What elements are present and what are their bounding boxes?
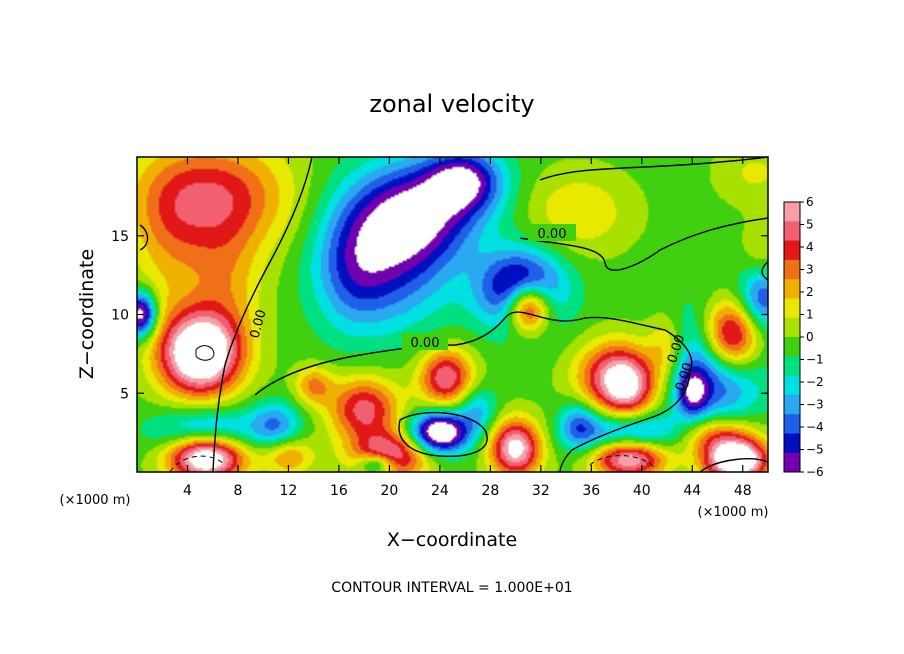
colorbar-swatch <box>784 240 800 261</box>
contour-line <box>169 455 226 472</box>
x-tick-label: 44 <box>683 483 701 499</box>
y-axis-label: Z−coordinate <box>76 249 98 379</box>
contour-label: 0.00 <box>248 308 270 340</box>
contour-line <box>519 217 768 271</box>
negative-contours <box>169 455 656 472</box>
x-tick-label: 20 <box>380 483 398 499</box>
colorbar-swatch <box>784 279 800 299</box>
colorbar-tick-label: −1 <box>806 353 824 367</box>
x-tick-label: 16 <box>330 483 348 499</box>
contour-line <box>398 411 488 457</box>
x-axis-ticks: 4 8 12 16 20 24 28 32 36 40 44 48 <box>183 157 752 499</box>
contour-line <box>761 261 768 281</box>
contour-label: 0.00 <box>411 336 440 351</box>
contour-line <box>254 311 693 472</box>
colorbar-swatch <box>784 317 800 338</box>
colorbar-tick-label: −3 <box>806 398 824 412</box>
colorbar-swatch <box>784 356 800 377</box>
contour-line <box>195 345 215 361</box>
colorbar-swatch <box>784 433 800 454</box>
contour-line <box>699 458 768 472</box>
colorbar: 6 5 4 3 2 1 0 −1 −2 −3 −4 −5 −6 <box>783 195 824 479</box>
colorbar-tick-label: 0 <box>806 330 814 344</box>
x-tick-label: 32 <box>532 483 550 499</box>
colorbar-tick-label: 1 <box>806 308 814 322</box>
contour-line <box>589 455 656 469</box>
x-tick-label: 28 <box>481 483 499 499</box>
zero-contours <box>139 157 768 472</box>
y-tick-label: 15 <box>111 229 129 245</box>
colorbar-swatch <box>784 337 800 357</box>
y-axis-unit: (×1000 m) <box>60 493 131 508</box>
chart-title: zonal velocity <box>369 90 534 118</box>
contour-interval-note: CONTOUR INTERVAL = 1.000E+01 <box>331 580 572 596</box>
colorbar-tick-label: −5 <box>806 443 824 457</box>
x-axis-unit: (×1000 m) <box>698 505 769 520</box>
colorbar-tick-label: 6 <box>806 195 814 209</box>
colorbar-swatch <box>784 452 800 473</box>
y-axis-ticks: 5 10 15 <box>111 229 768 402</box>
velocity-field <box>137 157 768 472</box>
colorbar-tick-label: 4 <box>806 240 814 254</box>
colorbar-swatch <box>784 394 800 415</box>
contour-line <box>212 157 313 472</box>
colorbar-swatch <box>784 414 800 434</box>
x-axis-label: X−coordinate <box>387 529 517 551</box>
colorbar-swatch <box>784 221 800 242</box>
x-tick-label: 8 <box>233 483 242 499</box>
colorbar-swatch <box>784 202 800 222</box>
colorbar-swatch <box>784 375 800 396</box>
colorbar-tick-label: −4 <box>806 420 824 434</box>
contour-line <box>539 157 768 181</box>
contour-label-bg <box>402 333 448 350</box>
x-tick-label: 48 <box>734 483 752 499</box>
contour-label-bg <box>528 224 576 241</box>
x-tick-label: 36 <box>582 483 600 499</box>
y-tick-label: 5 <box>120 386 129 402</box>
x-tick-label: 24 <box>431 483 449 499</box>
x-tick-label: 4 <box>183 483 192 499</box>
colorbar-tick-label: −6 <box>806 465 824 479</box>
contour-label: 0.00 <box>538 227 567 242</box>
colorbar-swatch <box>784 259 800 280</box>
y-tick-label: 10 <box>111 308 129 324</box>
contour-line <box>139 224 149 251</box>
colorbar-tick-label: −2 <box>806 375 824 389</box>
colorbar-tick-label: 5 <box>806 218 814 232</box>
colorbar-tick-label: 2 <box>806 285 814 299</box>
plot-area <box>137 157 768 472</box>
x-tick-label: 40 <box>633 483 651 499</box>
x-tick-label: 12 <box>280 483 298 499</box>
colorbar-swatch <box>784 298 800 319</box>
colorbar-tick-label: 3 <box>806 263 814 277</box>
